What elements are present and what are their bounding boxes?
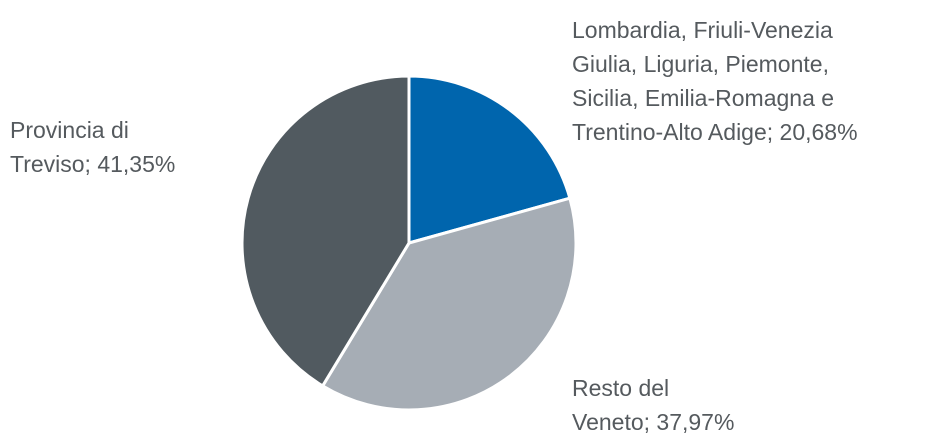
pie-slice (407, 74, 572, 245)
slice-label: Treviso; 41,35% (10, 151, 175, 177)
pie-slice (240, 74, 411, 388)
slice-label: Giulia, Liguria, Piemonte, (572, 51, 829, 77)
slice-label: Lombardia, Friuli-Venezia (572, 17, 833, 43)
slice-label: Trentino-Alto Adige; 20,68% (572, 119, 858, 145)
pie-slice (321, 196, 578, 412)
slice-label: Resto del (572, 375, 669, 401)
slice-label: Veneto; 37,97% (572, 409, 734, 435)
slice-label: Provincia di (10, 117, 129, 143)
slice-label: Sicilia, Emilia-Romagna e (572, 85, 834, 111)
